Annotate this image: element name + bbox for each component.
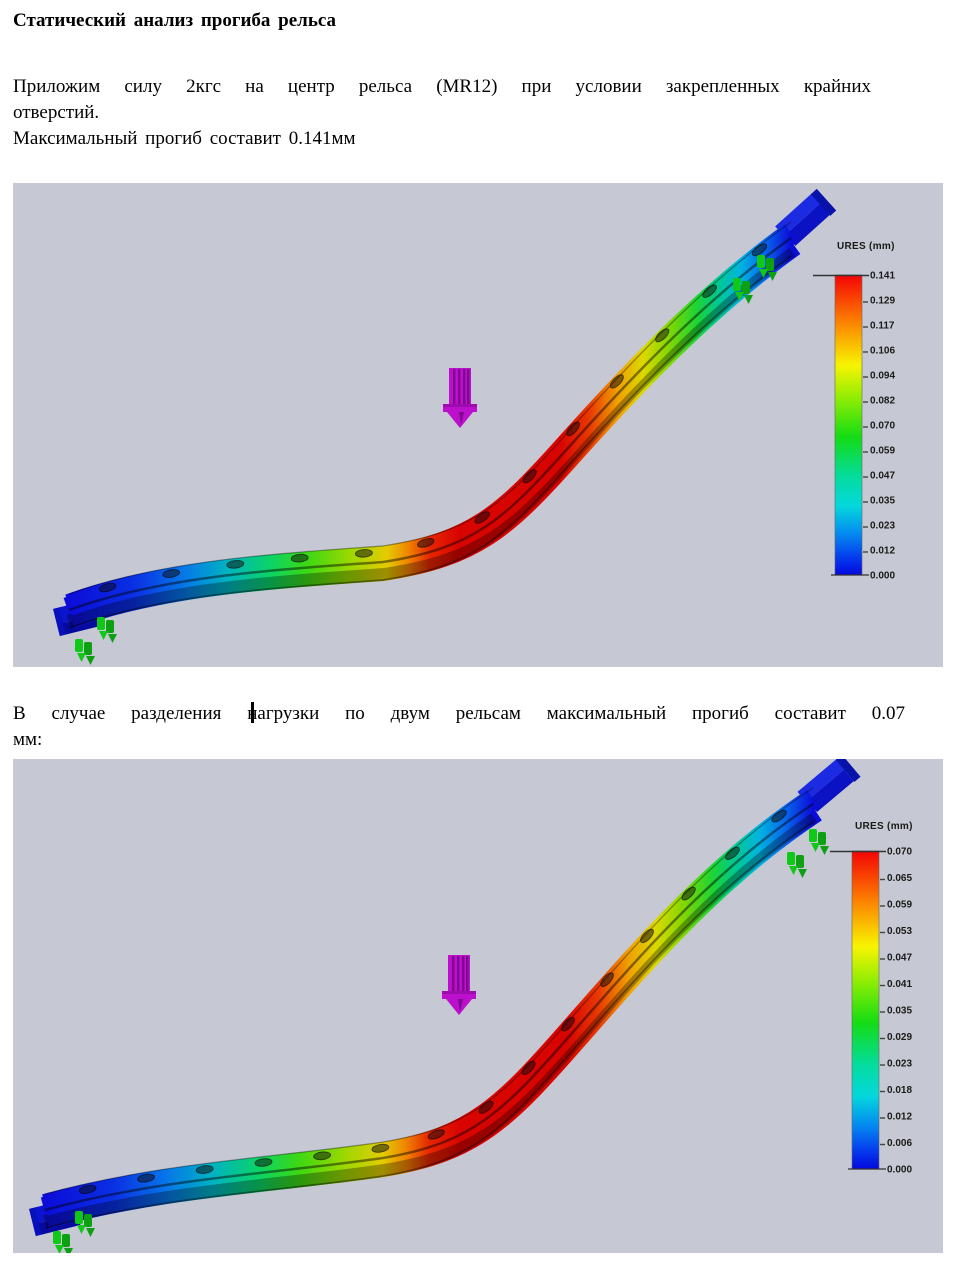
rail-hole	[162, 568, 181, 579]
document-title[interactable]: Статический анализ прогиба рельса	[13, 10, 337, 31]
force-arrow	[442, 955, 476, 1015]
fixture-symbol	[809, 829, 829, 855]
fixture-symbol	[75, 1211, 95, 1237]
legend-value: 0.059	[870, 446, 895, 457]
legend-color-bar	[851, 850, 880, 1170]
rail-hole	[561, 1016, 575, 1032]
legend-value: 0.082	[870, 396, 895, 407]
legend-value: 0.129	[870, 296, 895, 307]
legend-value: 0.029	[887, 1032, 912, 1043]
rail-hole	[474, 511, 491, 524]
rail-hole	[702, 284, 717, 298]
rail-hole	[427, 1129, 445, 1140]
rail-hole	[313, 1151, 332, 1161]
legend-value: 0.041	[887, 979, 912, 990]
rail-hole	[609, 374, 624, 389]
legend-value: 0.000	[870, 571, 895, 582]
legend-value: 0.059	[887, 900, 912, 911]
paragraph-line[interactable]: Максимальный прогиб составит 0.141мм	[13, 128, 356, 149]
legend-value: 0.012	[887, 1112, 912, 1123]
color-legend: URES (mm) 0.141 0.129 0.117 0.106 0.094 0.082 0…	[813, 241, 895, 582]
legend-color-bar	[834, 274, 863, 576]
rail-hole	[655, 328, 670, 343]
legend-value: 0.065	[887, 873, 912, 884]
fixture-symbol	[97, 617, 117, 643]
rail-hole	[417, 537, 435, 548]
rail-end-block	[797, 754, 861, 812]
rail-hole	[371, 1143, 390, 1153]
rail-model	[40, 787, 822, 1229]
fixture-symbol	[733, 278, 753, 304]
text-cursor	[251, 702, 254, 723]
legend-value: 0.141	[870, 271, 895, 282]
legend-value: 0.006	[887, 1138, 912, 1149]
rail-hole	[478, 1100, 494, 1114]
rail-hole	[600, 972, 614, 988]
color-legend: URES (mm) 0.070 0.065 0.059 0.053 0.047 0.041 0…	[830, 821, 913, 1176]
legend-value: 0.106	[870, 346, 895, 357]
fixture-symbol	[53, 1231, 73, 1257]
rail-hole	[137, 1173, 155, 1183]
fixture-symbol	[75, 639, 95, 665]
rail-hole	[681, 886, 696, 901]
fixture-symbol	[787, 852, 807, 878]
fea-render-surface: URES (mm) 0.141 0.129 0.117 0.106 0.094 0.082 0…	[13, 183, 943, 667]
rail-hole	[521, 1060, 536, 1076]
rail-hole	[566, 421, 580, 437]
rail-hole	[725, 846, 740, 861]
legend-value: 0.000	[887, 1165, 912, 1176]
legend-value: 0.047	[887, 953, 912, 964]
fea-plot-single-rail[interactable]: URES (mm) 0.141 0.129 0.117 0.106 0.094 0.082 0…	[13, 183, 943, 667]
rail-hole	[771, 809, 787, 823]
rail-hole	[522, 469, 537, 484]
force-arrow	[443, 368, 477, 428]
paragraph-line[interactable]: отверстий.	[13, 102, 100, 123]
paragraph-line[interactable]: мм:	[13, 729, 43, 750]
rail-hole	[254, 1158, 273, 1167]
fea-plot-two-rails[interactable]: URES (mm) 0.070 0.065 0.059 0.053 0.047 0.041 0…	[13, 754, 943, 1257]
legend-title: URES (mm)	[837, 241, 895, 252]
legend-value: 0.094	[870, 371, 895, 382]
legend-value: 0.012	[870, 546, 895, 557]
rail-hole	[751, 243, 768, 257]
legend-value: 0.047	[870, 471, 895, 482]
rail-hole	[195, 1165, 214, 1174]
rail-hole	[640, 928, 654, 944]
fea-render-surface: URES (mm) 0.070 0.065 0.059 0.053 0.047 0.041 0…	[13, 754, 943, 1257]
rail-model	[63, 221, 801, 629]
legend-value: 0.070	[870, 421, 895, 432]
legend-value: 0.070	[887, 847, 912, 858]
legend-value: 0.023	[870, 521, 895, 532]
paragraph-line[interactable]: В случае разделения нагрузки по двум рел…	[13, 703, 905, 724]
paragraph-line[interactable]: Приложим силу 2кгс на центр рельса (MR12…	[13, 76, 871, 97]
legend-value: 0.035	[870, 496, 895, 507]
legend-title: URES (mm)	[855, 821, 913, 832]
rail-hole	[290, 553, 309, 563]
legend-value: 0.053	[887, 926, 912, 937]
rail-end-block	[775, 188, 837, 246]
legend-value: 0.023	[887, 1059, 912, 1070]
legend-value: 0.035	[887, 1006, 912, 1017]
fixture-symbol	[757, 255, 777, 281]
legend-value: 0.018	[887, 1085, 912, 1096]
rail-hole	[226, 559, 245, 569]
rail-hole	[354, 549, 373, 558]
rail-hole	[78, 1184, 97, 1194]
rail-hole	[98, 582, 117, 593]
legend-value: 0.117	[870, 321, 895, 332]
